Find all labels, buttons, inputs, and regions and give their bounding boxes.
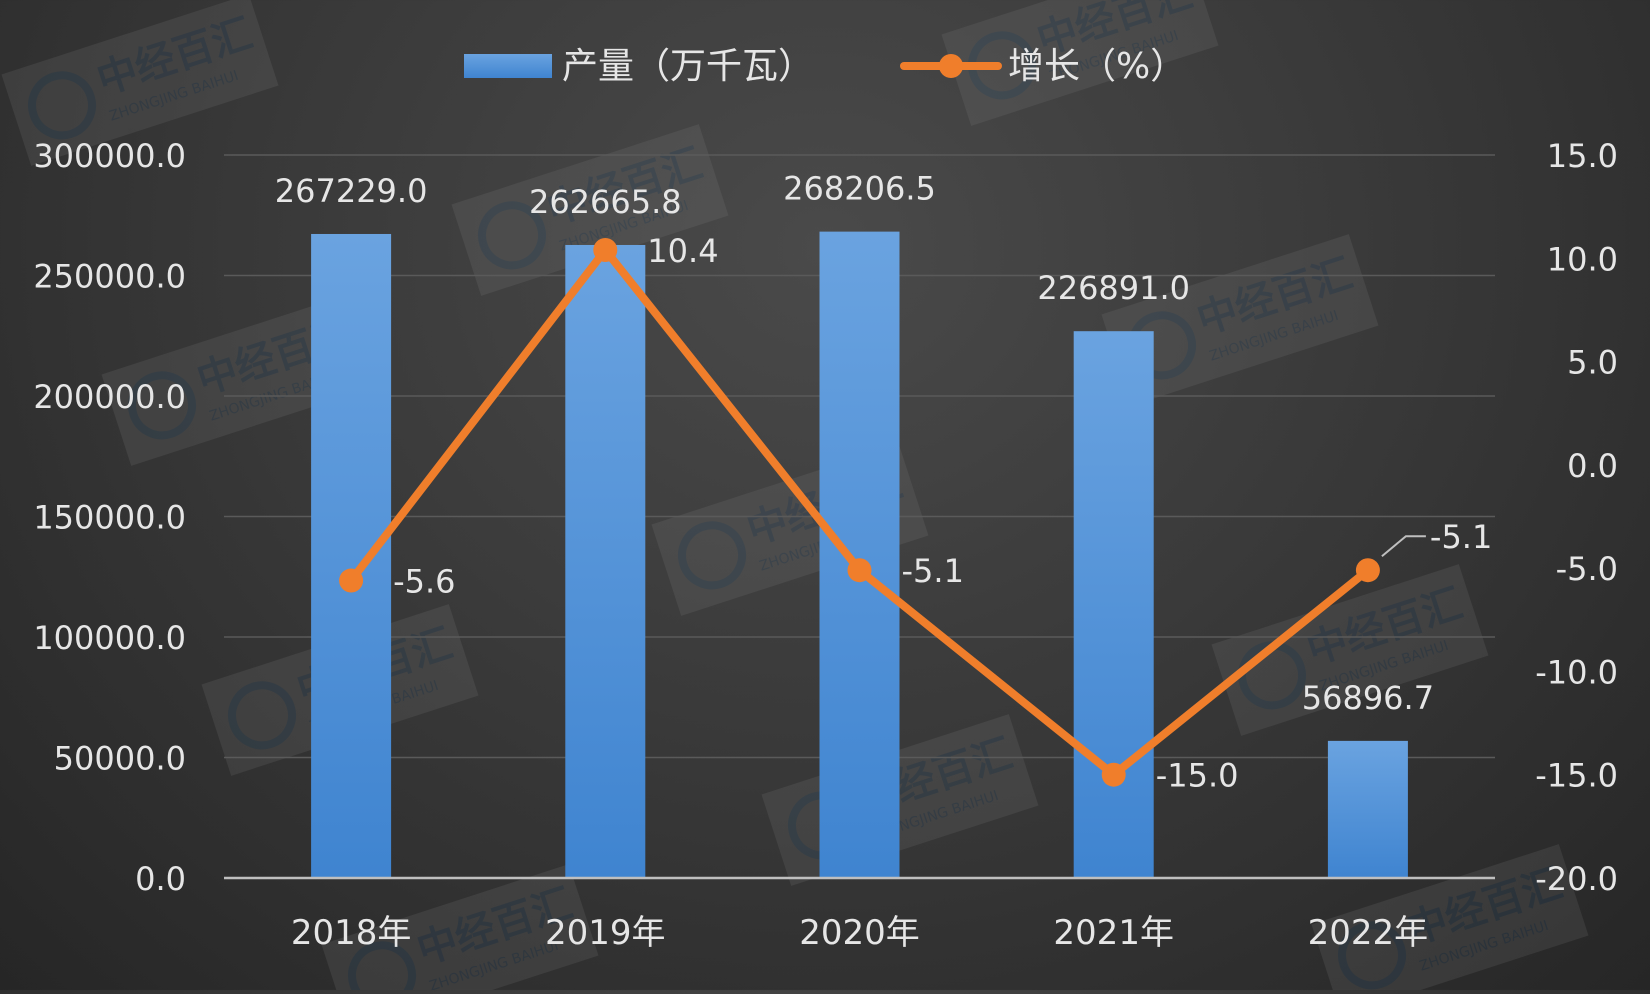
y-left-tick-label: 100000.0 (33, 619, 186, 657)
growth-value-label: 10.4 (647, 232, 718, 270)
legend-bar-swatch (464, 54, 552, 78)
y-right-tick-label: -20.0 (1535, 860, 1618, 898)
growth-point-2021年 (1101, 762, 1126, 787)
data-labels: 267229.0 262665.8 268206.5 226891.0 56896.7 -… (275, 170, 1493, 795)
y-left-tick-label: 50000.0 (54, 740, 186, 778)
y-left-tick-label: 300000.0 (33, 137, 186, 175)
watermark-plate (1211, 564, 1489, 736)
bar-2022年 (1327, 740, 1408, 878)
bar-2019年 (565, 244, 646, 879)
watermark-logo-icon (128, 371, 197, 440)
y-right-tick-label: -15.0 (1535, 757, 1618, 795)
watermark-plate (101, 294, 379, 466)
growth-value-label: -5.6 (393, 563, 455, 601)
bar-value-label: 267229.0 (275, 172, 428, 210)
x-tick-label: 2022年 (1308, 913, 1429, 953)
bar-value-label: 226891.0 (1037, 269, 1190, 307)
y-right-tick-label: -10.0 (1535, 653, 1618, 691)
y-left-tick-label: 0.0 (135, 860, 186, 898)
line-series (339, 238, 1380, 787)
bar-2021年 (1073, 331, 1154, 878)
watermark-logo-icon (1338, 921, 1407, 990)
watermark-logo-icon (1238, 641, 1307, 710)
watermark-plate (1101, 234, 1379, 406)
y-right-tick-label: 0.0 (1567, 447, 1618, 485)
legend-bar-label: 产量（万千瓦） (562, 46, 814, 87)
growth-point-2019年 (593, 238, 618, 263)
growth-value-label: -5.1 (902, 552, 964, 590)
legend-line-marker (939, 54, 963, 78)
y-left-tick-label: 250000.0 (33, 258, 186, 296)
watermark-plate (1, 0, 279, 166)
y-right-tick-label: 15.0 (1547, 137, 1618, 175)
y-left-tick-label: 200000.0 (33, 378, 186, 416)
legend-line-label: 增长（%） (1008, 46, 1186, 87)
bar-series (311, 231, 1408, 879)
x-tick-label: 2018年 (291, 913, 412, 953)
x-tick-label: 2021年 (1053, 913, 1174, 953)
growth-point-2020年 (847, 558, 872, 583)
watermark-logo-icon (348, 941, 417, 994)
growth-point-2018年 (339, 568, 364, 593)
y-right-tick-label: -5.0 (1556, 550, 1618, 588)
leader-line (1381, 535, 1426, 557)
watermark-plate (451, 124, 729, 296)
watermark-logo-icon (28, 71, 97, 140)
growth-value-label: -15.0 (1156, 757, 1239, 795)
y-right-tick-label: 10.0 (1547, 240, 1618, 278)
growth-point-2022年 (1355, 558, 1380, 583)
bar-2020年 (819, 231, 900, 879)
growth-value-label: -5.1 (1430, 518, 1492, 556)
x-tick-label: 2019年 (545, 913, 666, 953)
legend: 产量（万千瓦） 增长（%） (464, 46, 1186, 87)
x-tick-label: 2020年 (799, 913, 920, 953)
y-right-tick-label: 5.0 (1567, 344, 1618, 382)
bar-2018年 (311, 233, 392, 879)
bar-value-label: 56896.7 (1302, 679, 1434, 717)
watermark-logo-icon (478, 201, 547, 270)
watermark-logo-icon (228, 681, 297, 750)
bar-value-label: 262665.8 (529, 183, 682, 221)
watermark-logo-icon (678, 521, 747, 590)
y-left-tick-label: 150000.0 (33, 499, 186, 537)
watermark-plate (1311, 844, 1589, 994)
bar-value-label: 268206.5 (783, 170, 936, 208)
watermark-plate (941, 0, 1219, 126)
watermark-logo-icon (968, 31, 1037, 100)
axes: 0.0 50000.0 100000.0 150000.0 200000.0 250000… (33, 137, 1618, 953)
